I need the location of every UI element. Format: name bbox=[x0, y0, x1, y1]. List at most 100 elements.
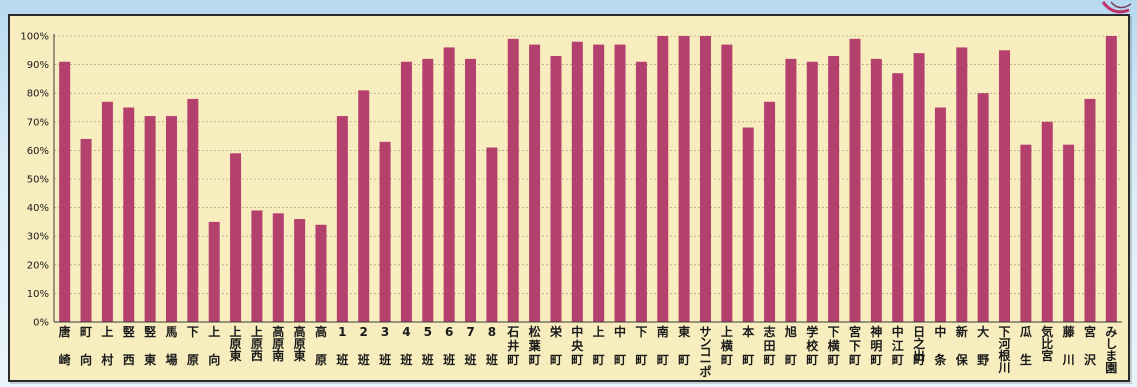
x-tick-label: 上 bbox=[208, 324, 220, 339]
x-tick-label: 班 bbox=[400, 352, 412, 367]
x-tick-label: 松 bbox=[529, 324, 541, 339]
x-tick-label: 向 bbox=[208, 352, 220, 367]
y-tick-label: 30% bbox=[27, 232, 49, 243]
x-tick-label: 町 bbox=[806, 353, 818, 367]
bar bbox=[507, 38, 519, 323]
x-tick-label: 生 bbox=[1020, 352, 1032, 367]
x-tick-label: 7 bbox=[466, 325, 474, 339]
x-tick-label: 6 bbox=[445, 325, 453, 339]
x-tick-label: 藤 bbox=[1062, 324, 1076, 339]
x-tick-label: 高 bbox=[272, 324, 284, 339]
x-tick-label: 東 bbox=[678, 324, 690, 339]
x-tick-label: 川 bbox=[998, 361, 1011, 375]
x-tick-label: 比 bbox=[1041, 336, 1053, 351]
bar bbox=[422, 58, 434, 322]
x-tick-label: 沢 bbox=[1084, 352, 1097, 367]
x-tick-label: 向 bbox=[80, 352, 92, 367]
x-tick-label: 西 bbox=[123, 353, 135, 367]
x-tick-label: 班 bbox=[422, 352, 434, 367]
bar bbox=[59, 61, 71, 323]
x-tick-label: 東 bbox=[144, 352, 156, 367]
x-tick-label: 町 bbox=[913, 353, 925, 367]
bar bbox=[336, 116, 348, 322]
x-tick-label: 中 bbox=[934, 324, 946, 339]
y-tick-label: 10% bbox=[27, 289, 49, 300]
x-tick-label: 西 bbox=[251, 349, 263, 363]
x-tick-label: 明 bbox=[870, 339, 882, 353]
bar bbox=[358, 90, 370, 322]
bar bbox=[764, 101, 776, 322]
bar bbox=[443, 47, 455, 322]
x-tick-label: 旭 bbox=[784, 324, 797, 339]
x-tick-label: 原 bbox=[272, 337, 284, 351]
x-tick-label: 町 bbox=[529, 353, 541, 367]
y-tick-label: 60% bbox=[27, 146, 49, 157]
x-tick-label: 町 bbox=[571, 353, 583, 367]
x-tick-label: 町 bbox=[80, 325, 92, 339]
x-tick-label: 場 bbox=[165, 352, 177, 367]
bar bbox=[977, 93, 989, 322]
x-tick-label: 野 bbox=[977, 353, 989, 367]
x-tick-label: 宮 bbox=[1041, 348, 1053, 363]
x-tick-label: 江 bbox=[892, 338, 904, 353]
bar bbox=[571, 41, 583, 322]
x-tick-label: 5 bbox=[424, 325, 432, 339]
x-tick-label: み bbox=[1105, 325, 1117, 339]
x-tick-label: 東 bbox=[294, 348, 306, 363]
x-tick-label: 町 bbox=[593, 353, 605, 367]
bar bbox=[699, 36, 711, 322]
x-tick-label: 8 bbox=[488, 325, 496, 339]
bar bbox=[806, 61, 818, 323]
x-tick-label: 中 bbox=[571, 324, 583, 339]
bar bbox=[123, 107, 135, 322]
x-tick-label: 田 bbox=[764, 339, 776, 353]
x-tick-label: 町 bbox=[507, 353, 519, 367]
bar bbox=[486, 147, 498, 322]
x-tick-label: 下 bbox=[849, 339, 861, 353]
bar bbox=[849, 38, 861, 323]
x-tick-label: 1 bbox=[338, 325, 346, 339]
x-tick-label: 竪 bbox=[144, 325, 157, 339]
bar bbox=[101, 101, 113, 322]
x-tick-label: 町 bbox=[742, 353, 754, 367]
x-tick-label: 町 bbox=[785, 353, 797, 367]
y-tick-label: 40% bbox=[27, 203, 49, 214]
x-tick-label: 班 bbox=[486, 352, 498, 367]
bar bbox=[657, 36, 669, 322]
x-tick-label: 町 bbox=[870, 353, 882, 367]
x-tick-label: 2 bbox=[360, 325, 368, 339]
axes bbox=[53, 34, 1122, 323]
x-tick-label: 町 bbox=[849, 353, 861, 367]
x-tick-label: 4 bbox=[402, 325, 410, 339]
bar-chart: 0%10%20%30%40%50%60%70%80%90%100% 唐崎町向上村… bbox=[20, 32, 1122, 379]
x-tick-label: 竪 bbox=[123, 325, 136, 339]
x-tick-label: 下 bbox=[187, 325, 199, 339]
x-tick-label: 園 bbox=[1105, 361, 1117, 375]
y-axis-ticks: 0% 10% 20% 30% 40% 50% 60% 70% 80% 90% 100% bbox=[20, 32, 49, 329]
x-tick-label: 根 bbox=[999, 348, 1011, 363]
x-tick-label: 下 bbox=[635, 325, 647, 339]
x-tick-label: 神 bbox=[870, 324, 882, 339]
x-tick-label: 中 bbox=[892, 324, 904, 339]
x-tick-label: 志 bbox=[764, 324, 776, 339]
x-tick-label: 町 bbox=[721, 353, 733, 367]
x-tick-label: 気 bbox=[1041, 324, 1053, 339]
bar bbox=[1105, 36, 1117, 322]
bar bbox=[635, 61, 647, 323]
x-tick-label: 出 bbox=[913, 348, 925, 363]
bar bbox=[187, 98, 199, 322]
x-tick-label: 班 bbox=[336, 352, 348, 367]
x-tick-label: ま bbox=[1105, 349, 1117, 363]
x-tick-label: 条 bbox=[933, 352, 947, 367]
x-tick-label: 校 bbox=[806, 338, 819, 353]
bar bbox=[721, 44, 733, 322]
x-tick-label: 上 bbox=[593, 324, 605, 339]
x-tick-label: 班 bbox=[379, 352, 391, 367]
x-tick-label: 高 bbox=[315, 324, 327, 339]
y-tick-label: 50% bbox=[27, 175, 49, 186]
bar bbox=[913, 53, 925, 322]
x-tick-label: 宮 bbox=[849, 324, 861, 339]
x-tick-label: 馬 bbox=[165, 325, 177, 339]
y-tick-label: 70% bbox=[27, 117, 49, 128]
x-tick-label: 本 bbox=[742, 324, 754, 339]
